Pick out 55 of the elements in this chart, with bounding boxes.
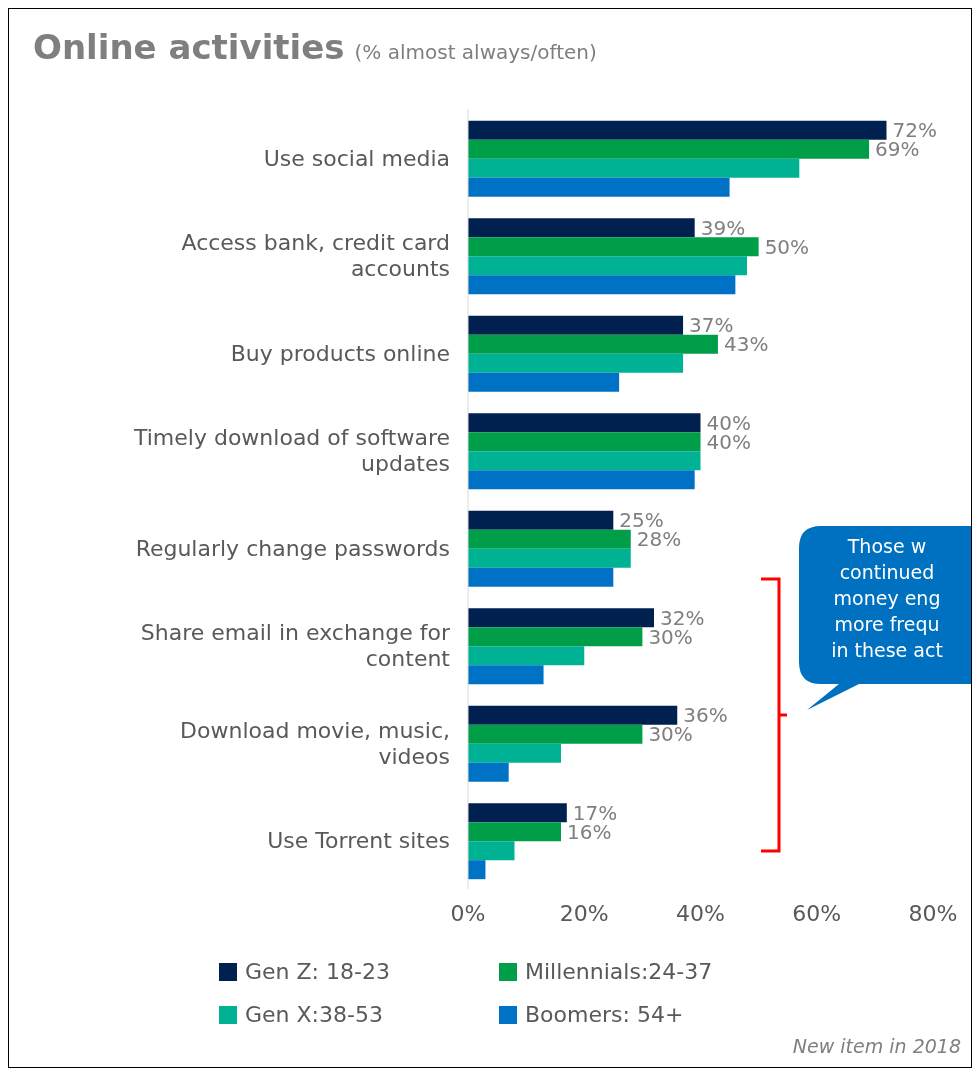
legend-label: Boomers: 54+ (525, 1002, 684, 1027)
bar (468, 177, 730, 197)
bar (468, 529, 631, 549)
bar (468, 372, 620, 392)
bar (468, 120, 887, 140)
x-tick-label: 40% (676, 900, 725, 926)
bar (468, 139, 870, 159)
bar (468, 413, 701, 433)
y-tick-label: Buy products online (230, 340, 450, 366)
bar (468, 567, 614, 587)
bar (468, 841, 515, 861)
bar (468, 646, 585, 666)
bar (468, 451, 701, 471)
y-tick-label: Share email in exchange for content (140, 620, 451, 672)
x-tick-label: 80% (908, 900, 958, 926)
bar (468, 218, 695, 238)
bar (468, 334, 718, 354)
bar (468, 353, 684, 373)
text: New item in 2018 (792, 1035, 961, 1057)
chart-subtitle: (% almost always/often) (354, 40, 597, 64)
bar (468, 275, 736, 295)
bar (468, 762, 509, 782)
annotation: Those w continued money eng more frequ in these act (830, 534, 944, 663)
y-tick-label: Timely download of software updates (132, 425, 450, 477)
x-tick-label: 60% (792, 900, 842, 926)
bar (468, 470, 695, 490)
y-tick-label: Access bank, credit card accounts (181, 230, 450, 282)
bar (468, 608, 654, 628)
legend-label: Millennials:24-37 (525, 959, 713, 984)
x-tick-label: 0% (450, 900, 486, 926)
legend-label: Gen Z: 18-23 (245, 959, 390, 984)
x-tick-label: 20% (559, 900, 609, 926)
bar (468, 627, 643, 647)
bar (468, 237, 759, 257)
y-tick-label: Download movie, music, videos (180, 717, 450, 769)
bar (468, 665, 544, 685)
bar (468, 724, 643, 744)
y-tick-label: Regularly change passwords (135, 535, 450, 561)
bar (468, 822, 561, 842)
bar (468, 860, 486, 880)
y-tick-label: Use social media (263, 145, 450, 171)
bar (468, 315, 684, 335)
y-tick-label: Use Torrent sites (267, 828, 450, 854)
bar (468, 432, 701, 452)
bar (468, 803, 567, 823)
bar (468, 256, 747, 276)
bar (468, 705, 678, 725)
data-label: 39% (700, 215, 746, 240)
bar (468, 743, 561, 763)
text: Online activities (33, 27, 345, 67)
bar (468, 510, 614, 530)
legend-label: Gen X:38-53 (245, 1002, 383, 1027)
data-label: 50% (764, 234, 810, 259)
bar (468, 548, 631, 568)
bar (468, 158, 800, 178)
